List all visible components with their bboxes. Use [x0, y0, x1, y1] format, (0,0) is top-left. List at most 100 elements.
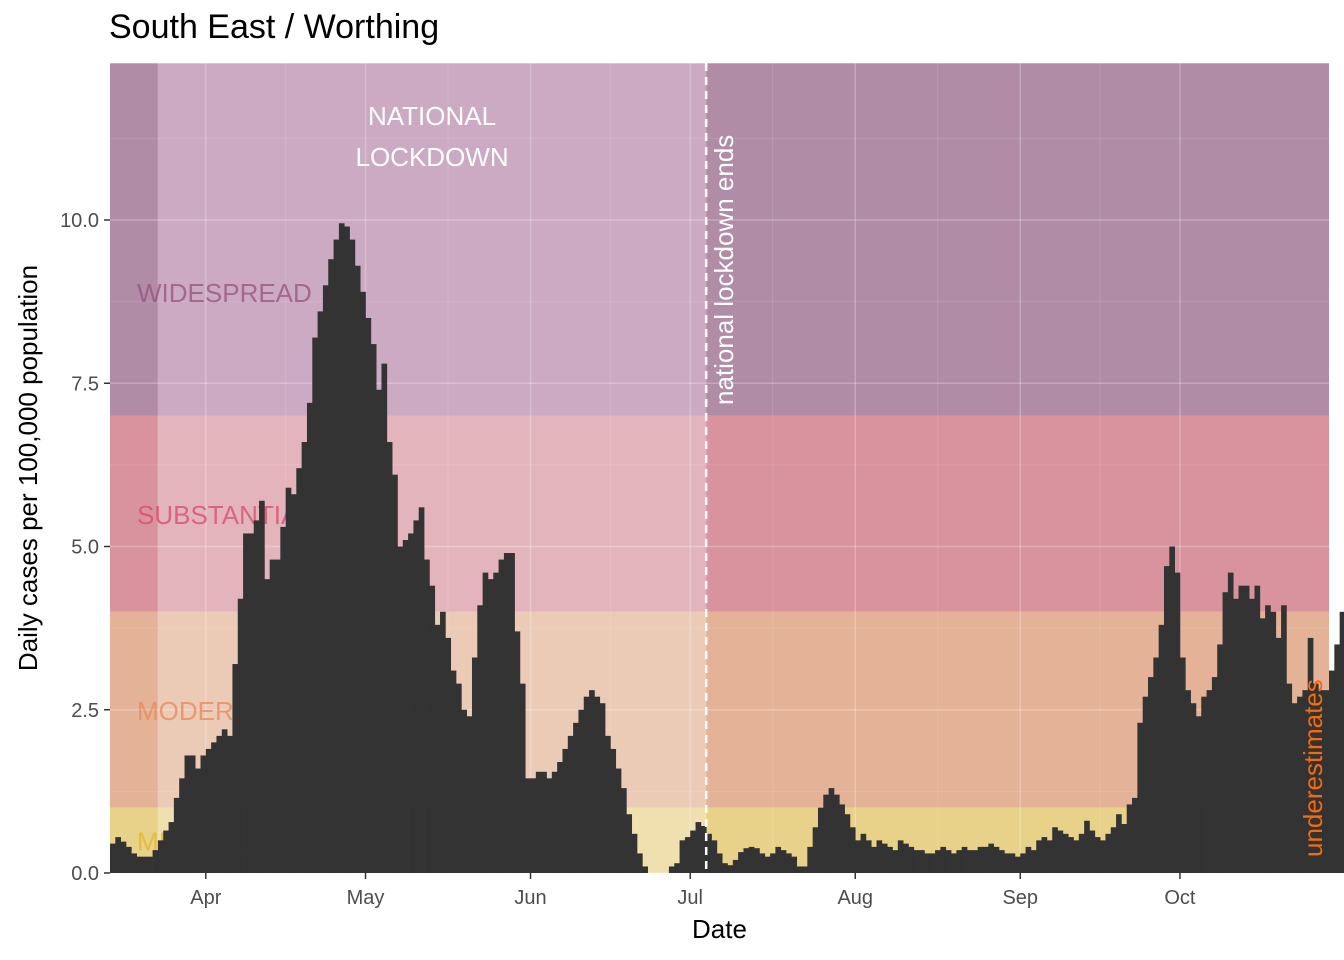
bar — [338, 223, 345, 873]
x-tick-label: May — [347, 887, 385, 909]
bar — [998, 850, 1005, 873]
bar — [1179, 657, 1186, 873]
bar — [360, 291, 366, 874]
bar — [110, 843, 116, 873]
bar — [956, 850, 963, 873]
bar — [275, 559, 281, 873]
x-tick-label: Jul — [677, 887, 703, 909]
bar — [1121, 824, 1128, 873]
bar — [445, 637, 452, 873]
bar — [615, 768, 622, 873]
bar — [732, 859, 739, 873]
bar — [1089, 830, 1096, 873]
x-tick-label: Oct — [1164, 887, 1196, 909]
x-tick-label: Aug — [837, 887, 873, 909]
bar — [919, 850, 925, 873]
bar — [967, 850, 973, 873]
bar — [487, 579, 494, 873]
bar — [205, 748, 212, 873]
bar — [764, 856, 771, 873]
bar — [322, 285, 329, 873]
bar — [1275, 637, 1282, 873]
lockdown-end-label: national lockdown ends — [709, 135, 739, 405]
bar — [120, 841, 127, 873]
bar — [285, 487, 292, 873]
bar — [983, 846, 989, 873]
bar — [961, 846, 968, 873]
bar — [562, 748, 569, 873]
bar — [418, 507, 425, 873]
bar — [1302, 690, 1309, 873]
bar — [211, 742, 217, 873]
bar — [471, 657, 478, 873]
bar — [168, 822, 175, 873]
bar — [945, 850, 952, 873]
bar — [881, 843, 888, 873]
bar — [1094, 837, 1101, 873]
y-tick-label: 2.5 — [71, 700, 99, 722]
bar — [216, 735, 223, 873]
bar — [679, 840, 686, 873]
bar — [525, 778, 531, 873]
bar — [1084, 820, 1090, 873]
bar — [1238, 585, 1245, 873]
bar — [413, 520, 420, 873]
bar — [115, 837, 121, 873]
bar — [1046, 840, 1053, 873]
bar — [871, 846, 877, 873]
bar — [157, 840, 164, 873]
bar — [163, 830, 169, 873]
bar — [865, 840, 872, 873]
bar — [269, 559, 276, 873]
bar — [1270, 611, 1277, 873]
bar — [440, 611, 446, 873]
bar — [189, 755, 196, 873]
bar — [253, 520, 260, 873]
bar — [1313, 683, 1319, 873]
bar — [1339, 611, 1344, 873]
bar — [695, 822, 702, 873]
bar — [876, 840, 883, 873]
bar — [333, 239, 340, 874]
bar — [397, 546, 404, 873]
y-tick-label: 5.0 — [71, 537, 99, 559]
axes: 0.0 2.5 5.0 7.5 10.0 Apr May Jun Jul Aug Sep Oct — [60, 210, 1196, 909]
bar — [1297, 696, 1303, 873]
bar — [280, 526, 287, 873]
bar — [1014, 856, 1021, 873]
bar — [503, 553, 510, 873]
bar — [1078, 833, 1085, 873]
bar — [152, 850, 159, 873]
bar — [1030, 850, 1037, 873]
bar — [903, 843, 909, 873]
bar — [312, 337, 318, 873]
bar — [599, 703, 606, 873]
bar — [823, 794, 829, 873]
bar — [184, 755, 191, 873]
bar — [977, 846, 984, 873]
bar — [1249, 598, 1255, 873]
bar — [1195, 716, 1202, 873]
bar — [551, 771, 558, 873]
bar — [940, 846, 947, 873]
bar — [1009, 853, 1016, 873]
lockdown-label-line1: NATIONAL — [368, 101, 496, 131]
y-tick-label: 10.0 — [60, 210, 99, 232]
band-moderate-pre — [110, 611, 158, 808]
bar — [370, 344, 377, 873]
bar — [1105, 833, 1112, 873]
bar — [621, 788, 627, 873]
bar — [849, 827, 856, 873]
bar — [456, 683, 462, 873]
band-widespread-pre — [110, 63, 158, 416]
bar — [636, 853, 643, 873]
bar — [509, 553, 515, 873]
bar — [546, 778, 553, 873]
x-axis-title: Date — [692, 914, 747, 944]
bar — [833, 794, 840, 873]
bar — [1334, 644, 1340, 873]
bar — [541, 771, 547, 873]
bar — [972, 850, 979, 873]
bar — [1243, 585, 1250, 873]
bar — [1169, 546, 1175, 873]
